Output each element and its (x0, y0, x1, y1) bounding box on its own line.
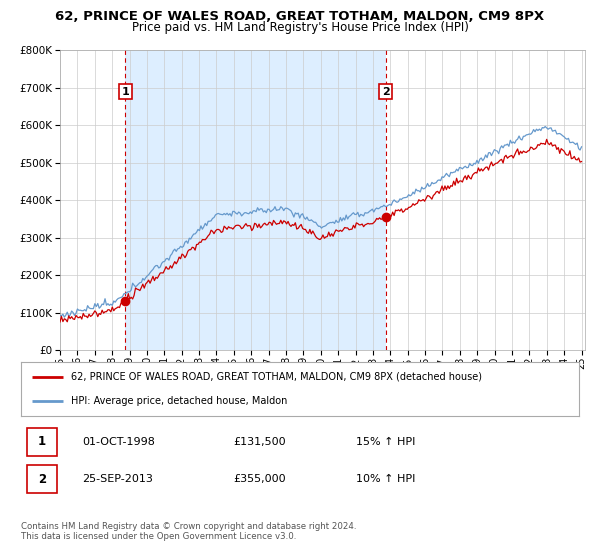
Text: HPI: Average price, detached house, Maldon: HPI: Average price, detached house, Mald… (71, 396, 287, 406)
Text: 62, PRINCE OF WALES ROAD, GREAT TOTHAM, MALDON, CM9 8PX (detached house): 62, PRINCE OF WALES ROAD, GREAT TOTHAM, … (71, 372, 482, 382)
Text: Contains HM Land Registry data © Crown copyright and database right 2024.
This d: Contains HM Land Registry data © Crown c… (21, 522, 356, 542)
Text: £355,000: £355,000 (233, 474, 286, 484)
Text: 25-SEP-2013: 25-SEP-2013 (82, 474, 153, 484)
Bar (125, 50, 386, 350)
Text: 1: 1 (121, 87, 129, 96)
Text: 1: 1 (38, 436, 46, 449)
Text: Price paid vs. HM Land Registry's House Price Index (HPI): Price paid vs. HM Land Registry's House … (131, 21, 469, 34)
Text: 01-OCT-1998: 01-OCT-1998 (82, 437, 155, 447)
Text: £131,500: £131,500 (233, 437, 286, 447)
Text: 15% ↑ HPI: 15% ↑ HPI (356, 437, 415, 447)
Text: 2: 2 (382, 87, 389, 96)
FancyBboxPatch shape (26, 465, 57, 493)
Text: 10% ↑ HPI: 10% ↑ HPI (356, 474, 415, 484)
Text: 2: 2 (38, 473, 46, 486)
Text: 62, PRINCE OF WALES ROAD, GREAT TOTHAM, MALDON, CM9 8PX: 62, PRINCE OF WALES ROAD, GREAT TOTHAM, … (55, 10, 545, 23)
FancyBboxPatch shape (26, 428, 57, 456)
